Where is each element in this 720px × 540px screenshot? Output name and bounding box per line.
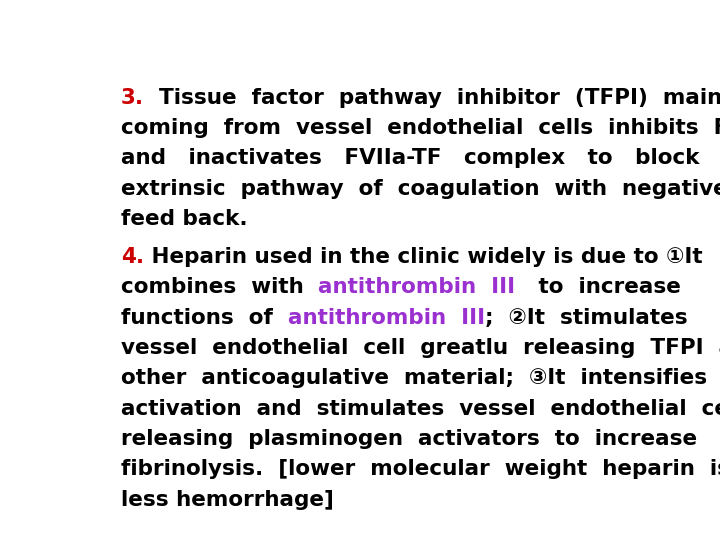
Text: feed back.: feed back. [121,209,247,229]
Text: functions  of: functions of [121,308,287,328]
Text: fibrinolysis.  [lower  molecular  weight  heparin  is: fibrinolysis. [lower molecular weight he… [121,460,720,480]
Text: antithrombin  III: antithrombin III [318,277,516,298]
Text: 4.: 4. [121,247,144,267]
Text: 3.: 3. [121,87,144,107]
Text: coming  from  vessel  endothelial  cells  inhibits  FXa: coming from vessel endothelial cells inh… [121,118,720,138]
Text: Heparin used in the clinic widely is due to ①It: Heparin used in the clinic widely is due… [144,247,703,267]
Text: activation  and  stimulates  vessel  endothelial  cell: activation and stimulates vessel endothe… [121,399,720,418]
Text: and   inactivates   FVIIa-TF   complex   to   block: and inactivates FVIIa-TF complex to bloc… [121,148,699,168]
Text: combines  with: combines with [121,277,318,298]
Text: other  anticoagulative  material;  ③It  intensifies  PC: other anticoagulative material; ③It inte… [121,368,720,388]
Text: releasing  plasminogen  activators  to  increase: releasing plasminogen activators to incr… [121,429,697,449]
Text: less hemorrhage]: less hemorrhage] [121,490,333,510]
Text: Tissue  factor  pathway  inhibitor  (TFPI)  mainly: Tissue factor pathway inhibitor (TFPI) m… [144,87,720,107]
Text: extrinsic  pathway  of  coagulation  with  negative: extrinsic pathway of coagulation with ne… [121,179,720,199]
Text: vessel  endothelial  cell  greatlu  releasing  TFPI  and: vessel endothelial cell greatlu releasin… [121,338,720,358]
Text: to  increase: to increase [516,277,680,298]
Text: antithrombin  III: antithrombin III [287,308,485,328]
Text: ;  ②It  stimulates: ; ②It stimulates [485,308,688,328]
